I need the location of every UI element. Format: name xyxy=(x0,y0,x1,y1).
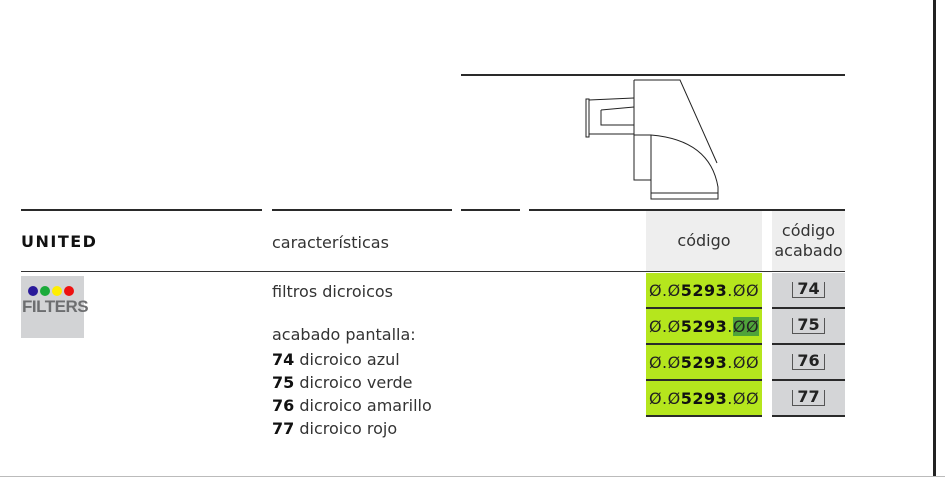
row-rule xyxy=(646,343,762,345)
finish-code-header-label: código acabado xyxy=(774,221,843,260)
badge-text: FILTERS xyxy=(22,297,89,316)
body-rule xyxy=(21,271,845,272)
code-header: código xyxy=(646,211,762,271)
code-header-label: código xyxy=(677,231,731,250)
finish-code-header: código acabado xyxy=(772,211,845,271)
description-line1: filtros dicroicos xyxy=(272,282,394,301)
finish-item: 75 dicroico verde xyxy=(272,373,413,392)
row-rule xyxy=(772,379,845,381)
page-edge-bottom xyxy=(0,476,945,477)
finish-code: 75 xyxy=(772,309,845,343)
header-rule xyxy=(529,209,845,211)
brand-title: UNITED xyxy=(21,232,98,251)
green-dot-icon xyxy=(40,286,50,296)
header-rule xyxy=(272,209,452,211)
finish-item: 74 dicroico azul xyxy=(272,350,400,369)
page-edge-right xyxy=(933,0,936,476)
header-rule xyxy=(21,209,262,211)
finish-code: 76 xyxy=(772,345,845,379)
characteristics-header: características xyxy=(272,233,389,252)
text-selection: ØØ xyxy=(732,316,760,336)
header-rule xyxy=(461,209,520,211)
finish-code: 74 xyxy=(772,273,845,307)
finish-item: 77 dicroico rojo xyxy=(272,419,398,438)
filters-badge: FILTERS xyxy=(21,276,89,338)
row-rule xyxy=(646,415,762,417)
red-dot-icon xyxy=(64,286,74,296)
row-rule xyxy=(646,307,762,309)
row-rule xyxy=(772,343,845,345)
yellow-dot-icon xyxy=(52,286,62,296)
luminaire-drawing xyxy=(585,79,719,200)
description-line2: acabado pantalla: xyxy=(272,325,416,344)
row-rule xyxy=(646,379,762,381)
row-rule xyxy=(772,415,845,417)
finish-list: 74 dicroico azul 75 dicroico verde 76 di… xyxy=(272,348,432,440)
blue-dot-icon xyxy=(28,286,38,296)
finish-code: 77 xyxy=(772,381,845,415)
finish-item: 76 dicroico amarillo xyxy=(272,396,432,415)
row-rule xyxy=(772,307,845,309)
top-rule xyxy=(461,74,845,76)
